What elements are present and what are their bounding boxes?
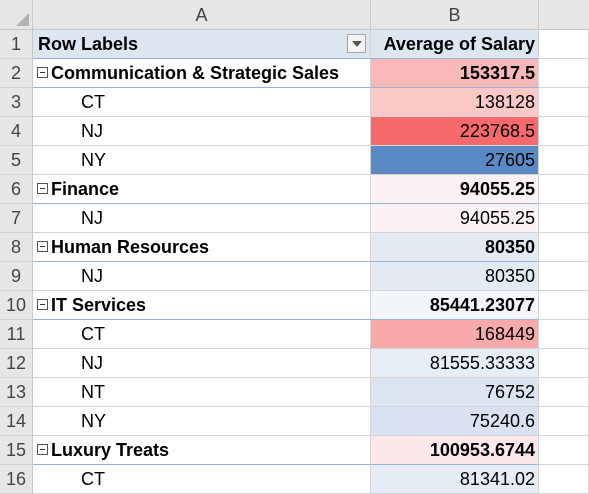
row-label: NT <box>81 382 105 402</box>
select-all-triangle-icon <box>16 13 29 26</box>
row-label: Luxury Treats <box>51 440 170 460</box>
row-header[interactable]: 12 <box>0 349 33 378</box>
column-header-c[interactable] <box>539 0 589 30</box>
empty-cell[interactable] <box>539 59 589 88</box>
empty-cell[interactable] <box>539 233 589 262</box>
item-label-cell[interactable]: NY <box>33 146 371 175</box>
salary-value-cell[interactable]: 100953.6744 <box>371 436 539 465</box>
row-label: IT Services <box>51 295 147 315</box>
item-label-cell[interactable]: CT <box>33 465 371 494</box>
row-label: NJ <box>81 353 103 373</box>
empty-cell[interactable] <box>539 146 589 175</box>
row-label: NY <box>81 150 107 170</box>
empty-cell[interactable] <box>539 465 589 494</box>
empty-cell[interactable] <box>539 378 589 407</box>
group-label-cell[interactable]: Luxury Treats <box>33 436 371 465</box>
salary-value-cell[interactable]: 76752 <box>371 378 539 407</box>
empty-cell[interactable] <box>539 30 589 59</box>
item-label-cell[interactable]: NY <box>33 407 371 436</box>
item-label-cell[interactable]: NT <box>33 378 371 407</box>
salary-value-cell[interactable]: 94055.25 <box>371 204 539 233</box>
row-header[interactable]: 4 <box>0 117 33 146</box>
row-header[interactable]: 13 <box>0 378 33 407</box>
collapse-minus-icon[interactable] <box>37 240 48 252</box>
row-header[interactable]: 8 <box>0 233 33 262</box>
salary-value-cell[interactable]: 94055.25 <box>371 175 539 204</box>
group-label-cell[interactable]: IT Services <box>33 291 371 320</box>
row-label: Finance <box>51 179 120 199</box>
empty-cell[interactable] <box>539 349 589 378</box>
row-header[interactable]: 14 <box>0 407 33 436</box>
group-label-cell[interactable]: Communication & Strategic Sales <box>33 59 371 88</box>
empty-cell[interactable] <box>539 204 589 233</box>
row-label: NJ <box>81 208 103 228</box>
salary-value-cell[interactable]: 80350 <box>371 233 539 262</box>
row-header[interactable]: 3 <box>0 88 33 117</box>
collapse-minus-icon[interactable] <box>37 182 48 194</box>
row-label: CT <box>81 469 105 489</box>
row-label: Communication & Strategic Sales <box>51 63 340 83</box>
row-header[interactable]: 6 <box>0 175 33 204</box>
row-label: NJ <box>81 266 103 286</box>
row-label: NJ <box>81 121 103 141</box>
empty-cell[interactable] <box>539 436 589 465</box>
row-header[interactable]: 15 <box>0 436 33 465</box>
empty-cell[interactable] <box>539 117 589 146</box>
row-label: CT <box>81 324 105 344</box>
item-label-cell[interactable]: CT <box>33 320 371 349</box>
row-header[interactable]: 9 <box>0 262 33 291</box>
salary-value-cell[interactable]: 168449 <box>371 320 539 349</box>
collapse-minus-icon[interactable] <box>37 66 48 78</box>
row-header[interactable]: 2 <box>0 59 33 88</box>
salary-value-cell[interactable]: 223768.5 <box>371 117 539 146</box>
item-label-cell[interactable]: NJ <box>33 204 371 233</box>
empty-cell[interactable] <box>539 88 589 117</box>
salary-value-cell[interactable]: 27605 <box>371 146 539 175</box>
salary-value-cell[interactable]: 80350 <box>371 262 539 291</box>
salary-value-cell[interactable]: 81555.33333 <box>371 349 539 378</box>
row-labels-header-cell[interactable]: Row Labels <box>33 30 371 59</box>
item-label-cell[interactable]: NJ <box>33 262 371 291</box>
salary-value-cell[interactable]: 81341.02 <box>371 465 539 494</box>
row-label: Human Resources <box>51 237 210 257</box>
row-label: CT <box>81 92 105 112</box>
collapse-minus-icon[interactable] <box>37 298 48 310</box>
filter-dropdown-button[interactable] <box>347 34 366 53</box>
collapse-minus-icon[interactable] <box>37 443 48 455</box>
row-header[interactable]: 1 <box>0 30 33 59</box>
empty-cell[interactable] <box>539 291 589 320</box>
group-label-cell[interactable]: Finance <box>33 175 371 204</box>
salary-value-cell[interactable]: 85441.23077 <box>371 291 539 320</box>
empty-cell[interactable] <box>539 175 589 204</box>
row-labels-header: Row Labels <box>38 34 139 54</box>
empty-cell[interactable] <box>539 407 589 436</box>
group-label-cell[interactable]: Human Resources <box>33 233 371 262</box>
column-header-a[interactable]: A <box>33 0 371 30</box>
item-label-cell[interactable]: NJ <box>33 117 371 146</box>
empty-cell[interactable] <box>539 262 589 291</box>
row-header[interactable]: 5 <box>0 146 33 175</box>
row-header[interactable]: 16 <box>0 465 33 494</box>
salary-value-cell[interactable]: 153317.5 <box>371 59 539 88</box>
row-header[interactable]: 11 <box>0 320 33 349</box>
salary-value-cell[interactable]: 138128 <box>371 88 539 117</box>
column-header-b[interactable]: B <box>371 0 539 30</box>
select-all-corner[interactable] <box>0 0 33 30</box>
item-label-cell[interactable]: NJ <box>33 349 371 378</box>
item-label-cell[interactable]: CT <box>33 88 371 117</box>
row-label: NY <box>81 411 107 431</box>
empty-cell[interactable] <box>539 320 589 349</box>
salary-value-cell[interactable]: 75240.6 <box>371 407 539 436</box>
value-header-cell[interactable]: Average of Salary <box>371 30 539 59</box>
row-header[interactable]: 7 <box>0 204 33 233</box>
row-header[interactable]: 10 <box>0 291 33 320</box>
